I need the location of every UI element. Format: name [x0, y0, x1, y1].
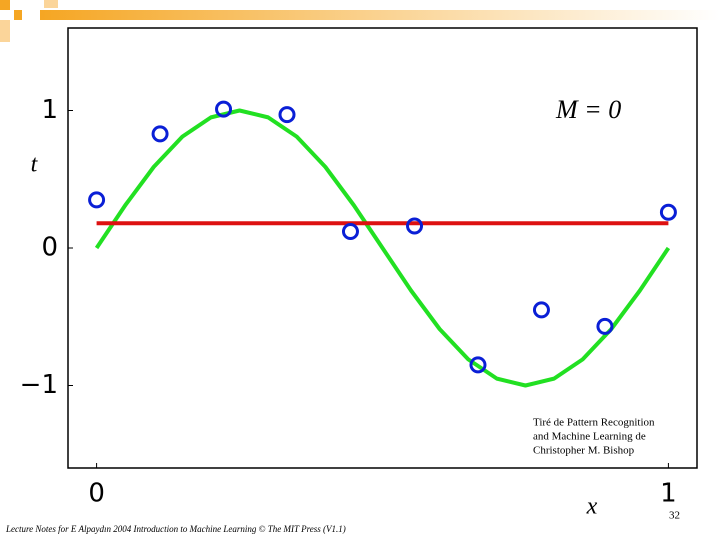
- data-point: [341, 223, 359, 240]
- line: [94, 108, 671, 388]
- data-point: [151, 125, 169, 143]
- y-tick-label: 0: [41, 233, 58, 263]
- x-tick-label: 0: [88, 479, 105, 509]
- y-tick-label: 1: [41, 95, 58, 125]
- y-tick-label: −1: [20, 370, 58, 400]
- footer-text: Lecture Notes for E Alpaydın 2004 Introd…: [5, 524, 346, 534]
- credit-line: Christopher M. Bishop: [533, 445, 635, 457]
- x-axis-label: x: [586, 494, 598, 520]
- y-axis-label: t: [31, 152, 39, 178]
- credit-line: and Machine Learning de: [533, 431, 646, 443]
- data-point: [532, 301, 550, 319]
- slide-decoration: [0, 0, 720, 42]
- credit-line: Tiré de Pattern Recognition: [533, 417, 655, 429]
- x-tick-label: 1: [660, 479, 677, 509]
- data-point: [278, 106, 296, 124]
- annotation: M = 0: [555, 95, 621, 124]
- data-point: [88, 191, 106, 209]
- data-point: [469, 356, 487, 374]
- data-point: [406, 217, 424, 235]
- data-point: [659, 203, 677, 221]
- data-point: [215, 100, 233, 118]
- data-point: [596, 317, 614, 335]
- page-number: 32: [669, 510, 680, 522]
